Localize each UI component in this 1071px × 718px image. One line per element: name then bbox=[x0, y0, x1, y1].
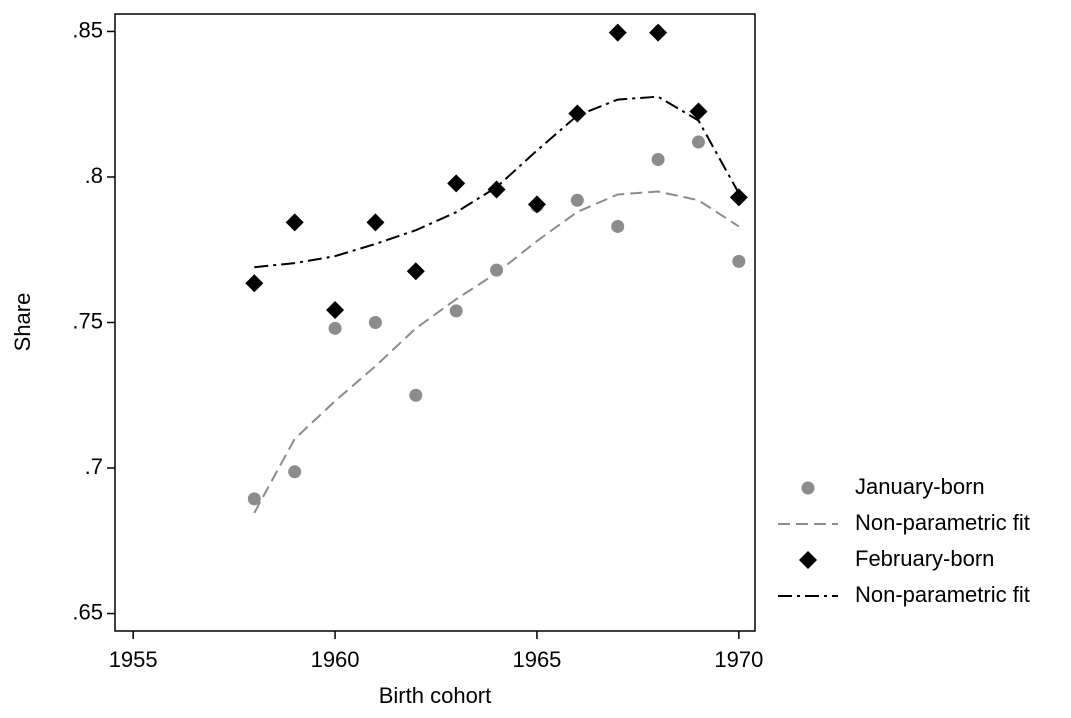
circle-point bbox=[691, 135, 705, 149]
circle-point bbox=[732, 254, 746, 268]
diamond-point bbox=[406, 262, 425, 281]
diamond-point bbox=[527, 195, 546, 214]
diamond-point bbox=[285, 213, 304, 232]
diamond-point bbox=[608, 23, 627, 42]
circle-point bbox=[409, 388, 423, 402]
x-tick-label: 1955 bbox=[109, 647, 158, 672]
diamond-point bbox=[326, 300, 345, 319]
circle-point bbox=[288, 465, 302, 479]
legend-label: January-born bbox=[855, 474, 985, 499]
diamond-point bbox=[366, 213, 385, 232]
diamond-point bbox=[245, 274, 264, 293]
diamond-point bbox=[447, 174, 466, 193]
x-tick-label: 1965 bbox=[512, 647, 561, 672]
diamond-point bbox=[729, 188, 748, 207]
y-axis-label: Share bbox=[10, 293, 35, 352]
circle-point bbox=[611, 219, 625, 233]
diamond-point bbox=[799, 551, 817, 569]
circle-point bbox=[490, 263, 504, 277]
circle-point bbox=[449, 304, 463, 318]
y-tick-label: .75 bbox=[72, 308, 103, 333]
diamond-point bbox=[689, 102, 708, 121]
fit-line bbox=[253, 190, 740, 514]
fit-line bbox=[254, 95, 740, 269]
circle-point bbox=[247, 492, 261, 506]
circle-point bbox=[801, 481, 815, 495]
diamond-point bbox=[649, 23, 668, 42]
legend-label: February-born bbox=[855, 546, 994, 571]
y-tick-label: .8 bbox=[85, 163, 103, 188]
legend-label: Non-parametric fit bbox=[855, 582, 1030, 607]
circle-point bbox=[651, 153, 665, 167]
circle-point bbox=[368, 316, 382, 329]
x-axis-label: Birth cohort bbox=[379, 683, 492, 708]
diamond-point bbox=[487, 180, 506, 199]
y-tick-label: .85 bbox=[72, 17, 103, 42]
x-tick-label: 1970 bbox=[714, 647, 763, 672]
circle-point bbox=[570, 193, 584, 207]
circle-point bbox=[328, 321, 342, 335]
plot-frame bbox=[114, 13, 756, 632]
y-tick-label: .7 bbox=[85, 454, 103, 479]
legend-label: Non-parametric fit bbox=[855, 510, 1030, 535]
x-tick-label: 1960 bbox=[311, 647, 360, 672]
y-tick-label: .65 bbox=[72, 599, 103, 624]
diamond-point bbox=[568, 104, 587, 123]
